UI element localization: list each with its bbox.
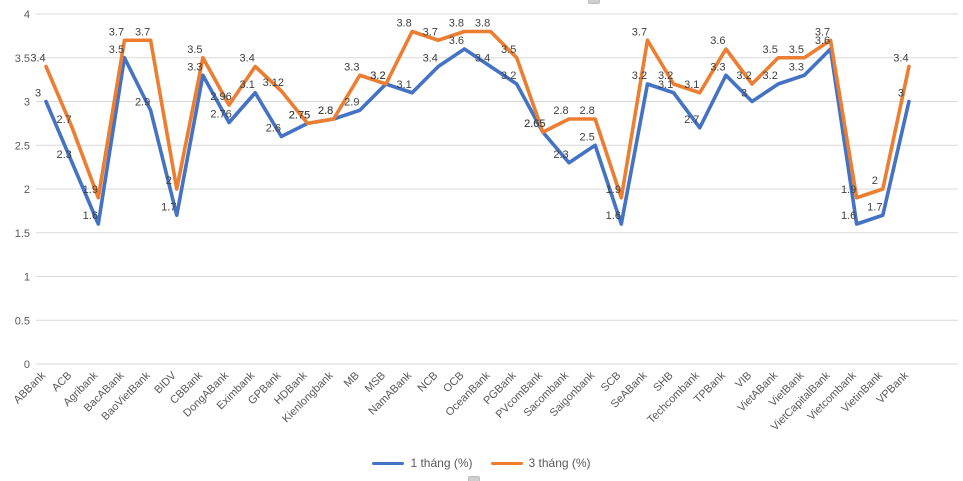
data-label: 2 [872,175,878,187]
data-label: 2.65 [524,118,545,130]
data-label: 1.9 [606,184,621,196]
line-marker-icon [490,461,523,465]
data-label: 3.5 [763,44,778,56]
x-axis-tick-label: NCB [415,370,440,395]
legend: 1 tháng (%) 3 tháng (%) [0,452,963,474]
data-label: 3.3 [710,61,725,73]
data-label: 3.6 [815,35,830,47]
data-label: 3.4 [893,53,908,65]
data-label: 2.6 [266,123,281,135]
data-label: 2.3 [57,149,72,161]
y-axis-tick-label: 1.5 [15,228,30,240]
data-label: 3.7 [109,26,124,38]
data-label: 2.75 [289,109,310,121]
y-axis-tick-label: 2 [24,184,30,196]
y-axis-tick-label: 0 [24,359,30,371]
data-label: 3.7 [135,26,150,38]
data-label: 3.2 [370,70,385,82]
data-label: 2.8 [580,105,595,117]
data-label: 3.1 [240,79,255,91]
series-line-1-thang[interactable] [44,47,911,226]
legend-item-3-thang[interactable]: 3 tháng (%) [490,456,591,470]
data-label: 3.2 [632,70,647,82]
data-label: 1.6 [841,210,856,222]
data-label: 3 [898,88,904,100]
data-label: 2.3 [553,149,568,161]
data-label: 2.7 [57,114,72,126]
data-label: 3.12 [263,77,284,89]
data-label: 1.9 [83,184,98,196]
data-label: 3.4 [475,53,490,65]
data-label: 3.2 [736,70,751,82]
chart-selection-handle-bottom[interactable] [468,476,480,481]
data-label: 3.7 [815,26,830,38]
line-marker-icon [372,461,405,465]
data-label: 3.2 [763,70,778,82]
y-axis-tick-label: 0.5 [15,315,30,327]
y-axis-tick-label: 3.5 [15,53,30,65]
data-label: 3 [741,88,747,100]
chart-selection-handle-top[interactable] [588,0,600,4]
data-label: 2.9 [344,96,359,108]
legend-item-1-thang[interactable]: 1 tháng (%) [372,456,473,470]
y-axis-tick-label: 1 [24,272,30,284]
data-label: 2.5 [580,131,595,143]
data-label: 1.7 [161,201,176,213]
data-label: 2.8 [553,105,568,117]
series-line-3-thang[interactable] [44,29,911,200]
data-label: 3.4 [30,53,45,65]
data-label: 3.3 [344,61,359,73]
y-axis-tick-label: 4 [24,9,30,21]
x-axis-tick-label: MB [342,370,362,390]
data-label: 3.3 [187,61,202,73]
data-label: 2.8 [318,105,333,117]
data-label: 2.9 [135,96,150,108]
data-label: 1.6 [83,210,98,222]
data-label: 3 [35,88,41,100]
data-label: 3.8 [475,18,490,30]
data-label: 3.5 [187,44,202,56]
legend-label: 3 tháng (%) [528,456,591,470]
data-label: 3.4 [240,53,255,65]
data-label: 1.6 [606,210,621,222]
y-axis-tick-label: 2.5 [15,140,30,152]
data-label: 2.8 [318,105,333,117]
data-label: 2 [166,175,172,187]
data-label: 1.7 [867,201,882,213]
data-label: 3.7 [423,26,438,38]
legend-label: 1 tháng (%) [410,456,473,470]
data-label: 2.7 [684,114,699,126]
data-label: 2.96 [210,91,231,103]
data-label: 3.3 [789,61,804,73]
x-axis-tick-label: VIB [733,370,754,391]
data-label: 3.5 [789,44,804,56]
data-label: 3.5 [501,44,516,56]
y-axis-tick-label: 3 [24,97,30,109]
data-label: 3.4 [423,53,438,65]
data-label: 1.9 [841,184,856,196]
data-label: 3.1 [658,79,673,91]
data-label: 3.2 [370,70,385,82]
data-label: 3.8 [449,18,464,30]
data-label: 3.6 [449,35,464,47]
data-label: 3.7 [632,26,647,38]
data-label: 2.75 [289,109,310,121]
data-label: 3.8 [396,18,411,30]
data-label: 3.5 [109,44,124,56]
data-label: 2.65 [524,118,545,130]
data-label: 3.2 [658,70,673,82]
data-label: 3.1 [396,79,411,91]
data-label: 2.76 [210,109,231,121]
data-label: 3.6 [710,35,725,47]
x-axis-tick-label: ABBank [12,369,49,406]
data-label: 3.1 [684,79,699,91]
data-label: 3.2 [501,70,516,82]
